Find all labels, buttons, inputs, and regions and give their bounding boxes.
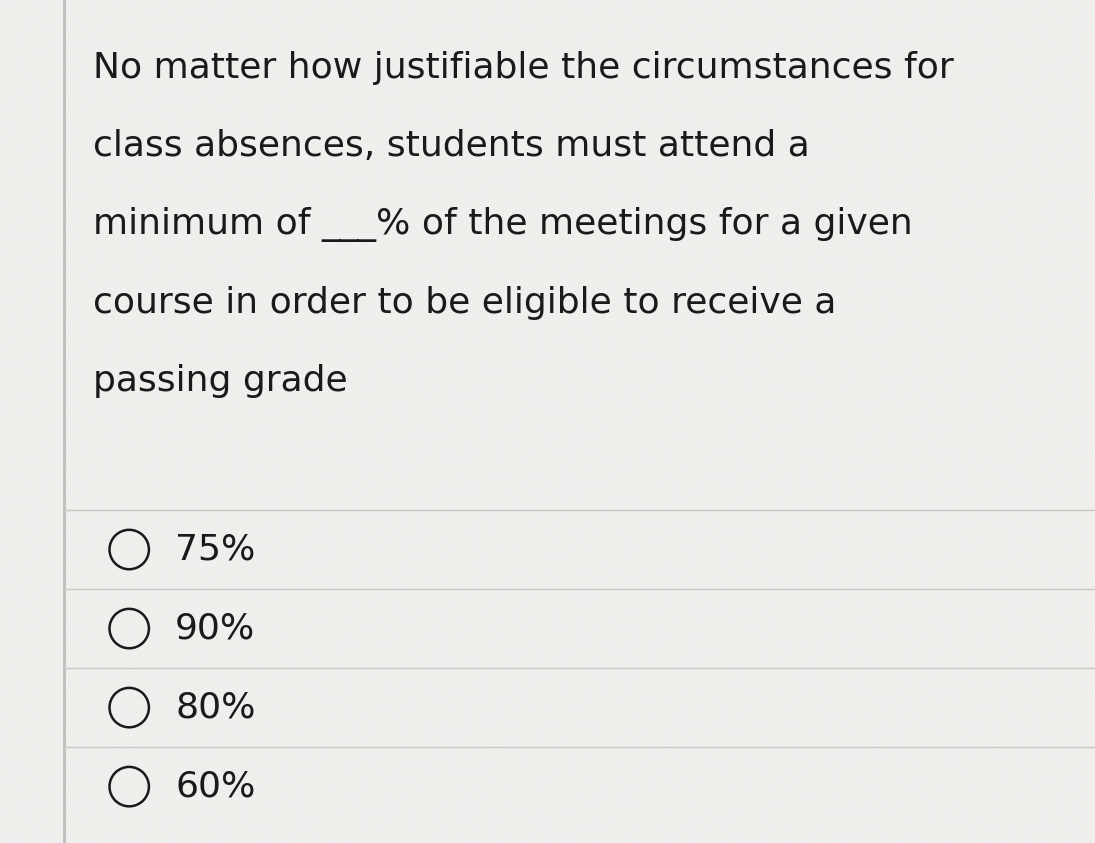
Text: passing grade: passing grade: [93, 364, 348, 398]
Text: 75%: 75%: [175, 533, 255, 566]
Text: 60%: 60%: [175, 770, 255, 803]
Text: course in order to be eligible to receive a: course in order to be eligible to receiv…: [93, 286, 837, 319]
Text: 80%: 80%: [175, 690, 256, 725]
Text: class absences, students must attend a: class absences, students must attend a: [93, 129, 810, 163]
Text: 90%: 90%: [175, 611, 255, 646]
Text: No matter how justifiable the circumstances for: No matter how justifiable the circumstan…: [93, 51, 954, 84]
Text: minimum of ___% of the meetings for a given: minimum of ___% of the meetings for a gi…: [93, 207, 913, 243]
